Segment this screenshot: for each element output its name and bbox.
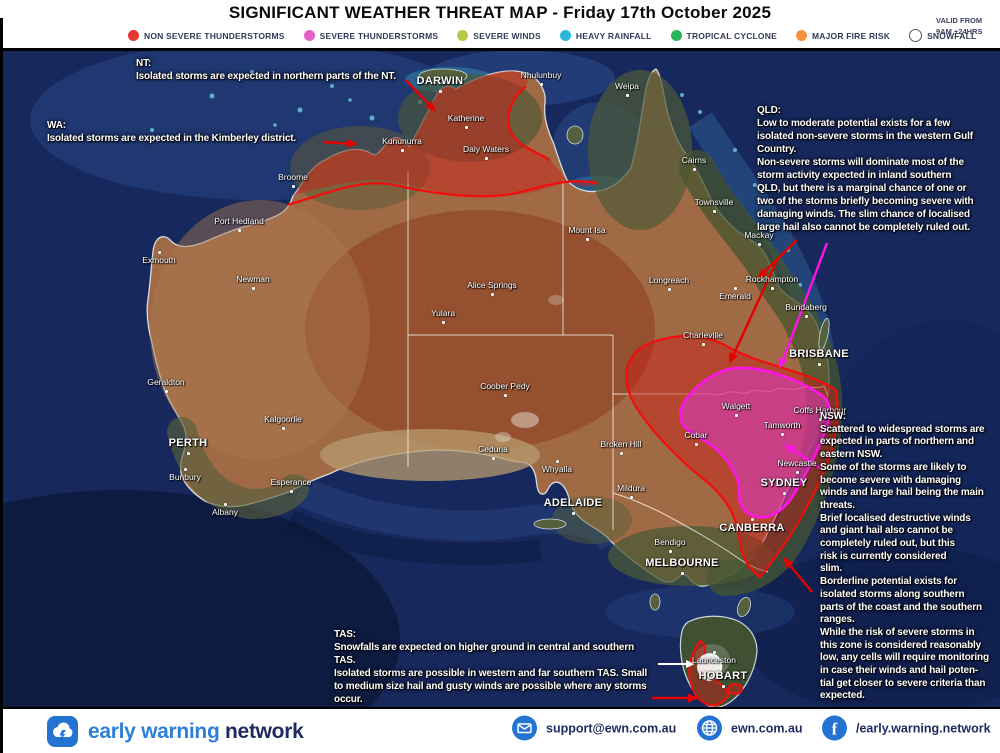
contact-website-label: ewn.com.au bbox=[731, 721, 803, 735]
tas-storm-pointer-arrow bbox=[652, 693, 699, 703]
nt-pointer-arrow bbox=[405, 79, 436, 112]
deep-ocean-sw bbox=[0, 490, 400, 753]
legend-item: MAJOR FIRE RISK bbox=[795, 30, 891, 41]
legend-label: NON SEVERE THUNDERSTORMS bbox=[144, 30, 285, 41]
legend-label: MAJOR FIRE RISK bbox=[811, 30, 891, 41]
legend-label: SEVERE WINDS bbox=[473, 30, 541, 41]
contact-website[interactable]: ewn.com.au bbox=[697, 715, 803, 741]
facebook-icon: f bbox=[822, 715, 847, 741]
legend-color-dot bbox=[303, 30, 315, 41]
zone-tas-snowfall bbox=[697, 653, 723, 681]
islands bbox=[418, 68, 830, 618]
tasman-deep bbox=[740, 545, 1000, 715]
legend-item: SEVERE THUNDERSTORMS bbox=[303, 30, 439, 41]
nsw-coast-pointer-arrow bbox=[783, 557, 813, 593]
qld-pointer-arrow-coast bbox=[757, 239, 798, 279]
legend-color-dot bbox=[457, 30, 469, 41]
zone-nt-boundary-south bbox=[286, 180, 599, 207]
threat-zones bbox=[286, 71, 839, 707]
email-icon bbox=[512, 715, 537, 741]
page-title: SIGNIFICANT WEATHER THREAT MAP - Friday … bbox=[228, 3, 772, 22]
contact-facebook-label: /early.warning.network bbox=[856, 721, 991, 735]
annotation-qld: QLD: Low to moderate potential exists fo… bbox=[757, 105, 974, 233]
brand-secondary: network bbox=[225, 719, 304, 743]
threat-legend: NON SEVERE THUNDERSTORMS SEVERE THUNDERST… bbox=[128, 29, 976, 42]
zone-nt-nonsevere bbox=[293, 71, 598, 197]
brand-primary: early warning bbox=[88, 719, 220, 743]
globe-icon bbox=[697, 715, 722, 741]
legend-label: SNOWFALL bbox=[927, 30, 977, 41]
zone-nt-boundary-east bbox=[507, 85, 551, 161]
bight-canyons bbox=[285, 509, 542, 565]
legend-color-dot bbox=[909, 29, 923, 42]
legend-label: TROPICAL CYCLONE bbox=[686, 30, 777, 41]
legend-color-dot bbox=[795, 30, 807, 41]
legend-item: HEAVY RAINFALL bbox=[559, 30, 652, 41]
contact-email-label: support@ewn.com.au bbox=[546, 721, 677, 735]
valid-from-note: VALID FROM 9AM +24HRS bbox=[936, 16, 983, 36]
legend-item: NON SEVERE THUNDERSTORMS bbox=[128, 30, 285, 41]
ewn-brand: early warning network bbox=[47, 716, 304, 747]
annotation-nsw: NSW: Scattered to widespread storms are … bbox=[820, 411, 989, 702]
wa-pointer-arrow bbox=[323, 138, 358, 148]
zone-nsw-severe bbox=[679, 366, 831, 519]
footer: early warning network support@ewn.com.au… bbox=[0, 707, 1000, 753]
contact-facebook[interactable]: f /early.warning.network bbox=[822, 715, 991, 741]
legend-item: SEVERE WINDS bbox=[457, 30, 541, 41]
legend-color-dot bbox=[670, 30, 682, 41]
zone-tas-se-nonsevere bbox=[727, 683, 743, 695]
nsw-severe-pointer-arrow bbox=[784, 444, 821, 469]
legend-color-dot bbox=[559, 30, 571, 41]
qld-pointer-arrow-inland bbox=[729, 257, 780, 364]
legend-color-dot bbox=[128, 30, 139, 41]
contact-email[interactable]: support@ewn.com.au bbox=[512, 715, 677, 741]
legend-label: HEAVY RAINFALL bbox=[575, 30, 652, 41]
legend-item: TROPICAL CYCLONE bbox=[670, 30, 777, 41]
pointer-arrows bbox=[323, 79, 829, 703]
legend-item: SNOWFALL bbox=[909, 29, 976, 42]
annotation-tas: TAS: Snowfalls are expected on higher gr… bbox=[334, 629, 648, 705]
qld-severe-pointer-arrow bbox=[778, 242, 829, 369]
annotation-wa: WA: Isolated storms are expected in the … bbox=[47, 120, 297, 144]
ewn-brand-text: early warning network bbox=[88, 719, 304, 744]
tas-snow-pointer-arrow bbox=[658, 660, 695, 668]
ewn-logo-icon bbox=[47, 716, 78, 747]
annotation-nt: NT: Isolated storms are expected in nort… bbox=[136, 58, 396, 82]
legend-label: SEVERE THUNDERSTORMS bbox=[319, 30, 439, 41]
left-edge-bar bbox=[0, 18, 3, 753]
header: SIGNIFICANT WEATHER THREAT MAP - Friday … bbox=[0, 0, 1000, 51]
